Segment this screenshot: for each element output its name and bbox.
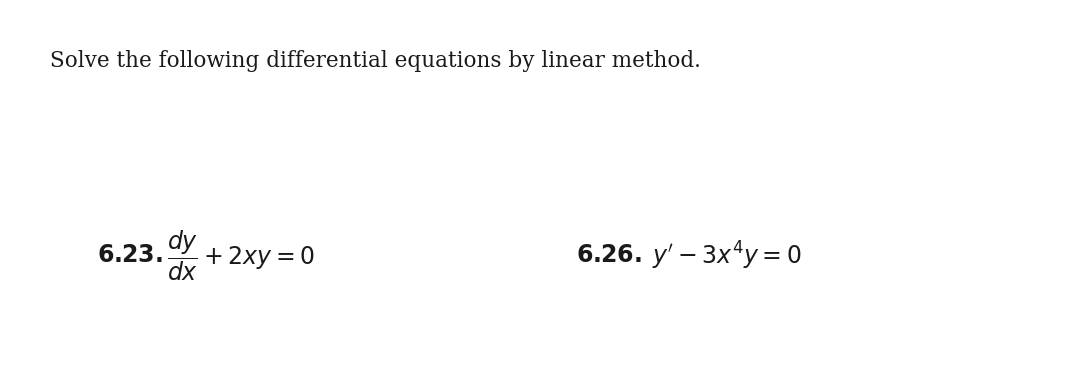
Text: $\mathbf{6.26.}$: $\mathbf{6.26.}$ bbox=[577, 244, 643, 267]
Text: $\dfrac{dy}{dx} + 2xy = 0$: $\dfrac{dy}{dx} + 2xy = 0$ bbox=[167, 228, 315, 283]
Text: $y' - 3x^{4}y = 0$: $y' - 3x^{4}y = 0$ bbox=[651, 239, 801, 272]
Text: Solve the following differential equations by linear method.: Solve the following differential equatio… bbox=[50, 49, 701, 72]
Text: $\mathbf{6.23.}$: $\mathbf{6.23.}$ bbox=[96, 244, 162, 267]
